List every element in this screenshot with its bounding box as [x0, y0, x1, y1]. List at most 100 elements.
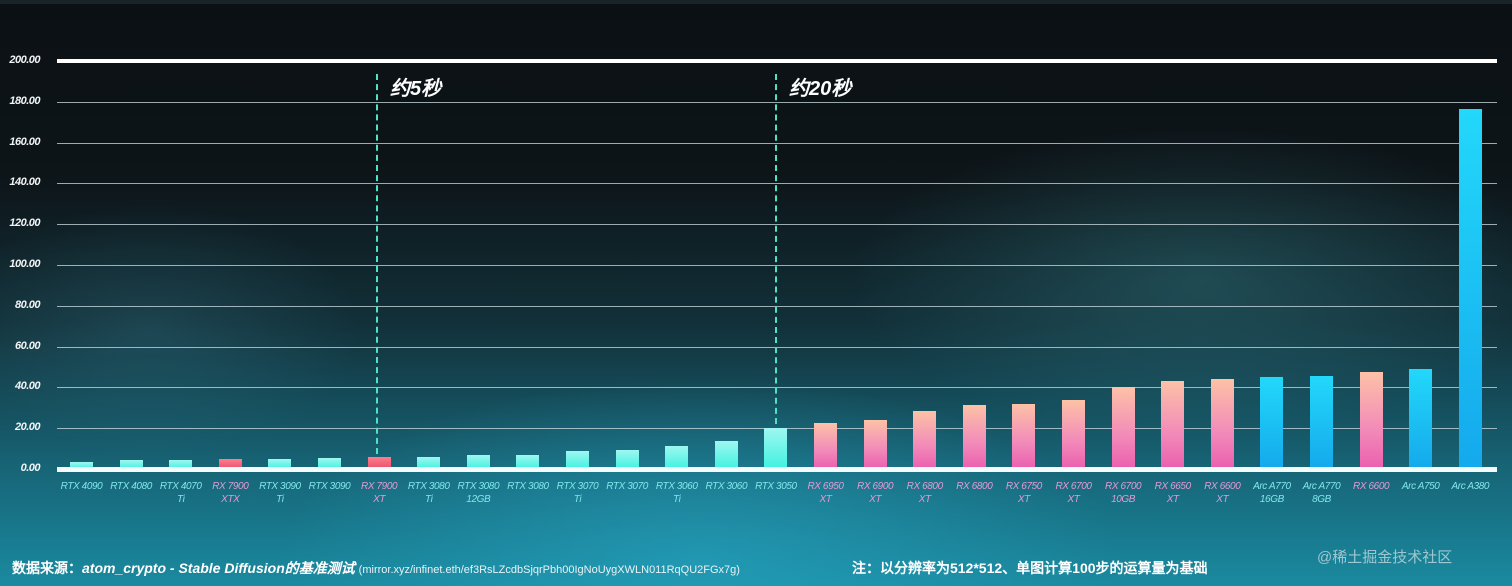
gridline	[57, 346, 1497, 348]
bar	[913, 411, 937, 469]
x-tick-label: RTX 4090	[57, 480, 107, 493]
x-axis-baseline	[57, 467, 1497, 472]
y-tick-label: 60.00	[14, 339, 41, 352]
x-tick-label: RX 6900 XT	[850, 480, 900, 506]
x-tick-label-line: XT	[373, 494, 386, 505]
x-tick-label-line: RX 6950	[807, 481, 844, 492]
x-tick-label: RTX 3060	[701, 480, 751, 493]
bar	[863, 420, 887, 469]
top-band	[0, 0, 1512, 4]
bar	[814, 422, 837, 469]
bar	[1409, 368, 1433, 469]
bar	[466, 454, 490, 469]
x-tick-label: RTX 3060 Ti	[652, 480, 702, 506]
bar	[218, 458, 242, 469]
gridline	[57, 224, 1497, 226]
x-tick-label-line: RX 6750	[1005, 481, 1043, 492]
bar	[1012, 403, 1036, 469]
x-tick-label-line: RX 7900	[361, 481, 398, 492]
x-tick-label-line: RTX 3090	[259, 481, 301, 492]
x-tick-label-line: RX 6800	[906, 481, 944, 492]
x-tick-label-line: RTX 4080	[110, 481, 152, 492]
bar	[1310, 375, 1333, 469]
x-tick-label-line: 10GB	[1111, 494, 1136, 505]
gridline	[57, 59, 1497, 63]
x-tick-label: RTX 3070 Ti	[553, 480, 603, 506]
x-tick-label-line: XT	[1017, 494, 1030, 505]
gridline	[57, 183, 1497, 185]
x-tick-label: Arc A380	[1445, 480, 1495, 493]
x-tick-label-line: Ti	[573, 494, 582, 505]
x-tick-label-line: RTX 3060	[655, 481, 698, 492]
x-tick-label: RTX 3070	[602, 480, 652, 493]
x-tick-label-line: RX 7900	[212, 481, 249, 492]
x-tick-label-line: XT	[1067, 494, 1080, 505]
x-tick-label: Arc A770 16GB	[1247, 480, 1297, 506]
bar	[566, 451, 589, 469]
x-tick-label: RX 7900 XTX	[205, 480, 255, 506]
x-tick-label: RX 6700 XT	[1049, 480, 1099, 506]
x-tick-label: RTX 3080 12GB	[453, 480, 503, 506]
x-tick-label-line: Arc A770	[1302, 481, 1341, 492]
x-tick-label-line: XTX	[221, 494, 240, 505]
x-tick-label-line: RTX 3060	[705, 481, 748, 492]
gridline	[57, 305, 1497, 307]
gridline	[57, 142, 1497, 144]
x-tick-label-line: RTX 3070	[556, 481, 599, 492]
x-tick-label-line: RTX 3080	[507, 481, 549, 492]
x-tick-label-line: Ti	[276, 494, 284, 505]
y-tick-label: 20.00	[14, 421, 41, 434]
x-tick-label-line: Ti	[176, 494, 185, 505]
bar	[962, 405, 986, 469]
y-tick-label: 200.00	[9, 54, 40, 66]
x-tick-label-line: RTX 3080	[407, 481, 450, 492]
y-tick-label: 80.00	[14, 298, 41, 311]
y-tick-label: 160.00	[9, 135, 40, 148]
x-tick-label: RX 6800 XT	[900, 480, 950, 506]
source-url: (mirror.xyz/infinet.eth/ef3RsLZcdbSjqrPb…	[358, 564, 740, 576]
x-tick-label: RTX 3090 Ti	[255, 480, 305, 506]
x-tick-label: Arc A770 8GB	[1297, 480, 1347, 506]
x-tick-label-line: 12GB	[466, 494, 491, 505]
bar	[1260, 377, 1284, 469]
bar	[268, 458, 292, 469]
y-tick-label: 180.00	[9, 94, 40, 107]
x-tick-label: RTX 3080 Ti	[404, 480, 454, 506]
bar	[318, 457, 341, 469]
x-tick-label-line: RX 6600	[1204, 481, 1241, 492]
note-footer: 注：以分辨率为512*512、单图计算100步的运算量为基础	[852, 560, 1208, 576]
bar	[1458, 108, 1482, 469]
bar	[417, 457, 441, 469]
x-tick-label: RX 6800	[949, 480, 999, 493]
y-tick-label: 40.00	[14, 380, 41, 393]
bar	[764, 427, 788, 469]
x-tick-label-line: RX 6800	[956, 481, 993, 492]
gridline	[57, 265, 1497, 266]
gridline	[57, 101, 1497, 103]
x-tick-label-line: XT	[1216, 494, 1229, 505]
x-tick-label-line: RX 6600	[1353, 481, 1390, 492]
x-tick-label-line: RX 6700	[1105, 481, 1142, 492]
x-tick-label-line: Arc A750	[1401, 481, 1440, 492]
bar	[119, 460, 143, 469]
y-tick-label: 140.00	[9, 176, 40, 189]
bar	[1359, 372, 1383, 469]
bar	[1111, 386, 1135, 469]
y-tick-label: 100.00	[9, 258, 40, 270]
x-tick-label: RX 7900 XT	[354, 480, 404, 506]
x-tick-label-line: Arc A380	[1451, 481, 1490, 492]
x-tick-label-line: XT	[869, 494, 882, 505]
x-tick-label-line: RX 6900	[857, 481, 894, 492]
annotation-20s: 约20秒	[789, 78, 852, 100]
x-tick-label: RX 6950 XT	[801, 480, 851, 506]
bar	[1210, 379, 1234, 469]
bar	[169, 459, 193, 469]
x-tick-label-line: Ti	[424, 494, 433, 505]
x-tick-label-line: Ti	[672, 494, 681, 505]
x-tick-label-line: XT	[819, 494, 832, 505]
x-tick-label-line: Arc A770	[1253, 481, 1291, 492]
x-tick-label: RTX 3050	[751, 480, 801, 493]
annotation-line-5s	[376, 74, 378, 454]
source-prefix: 数据来源：	[12, 560, 82, 576]
